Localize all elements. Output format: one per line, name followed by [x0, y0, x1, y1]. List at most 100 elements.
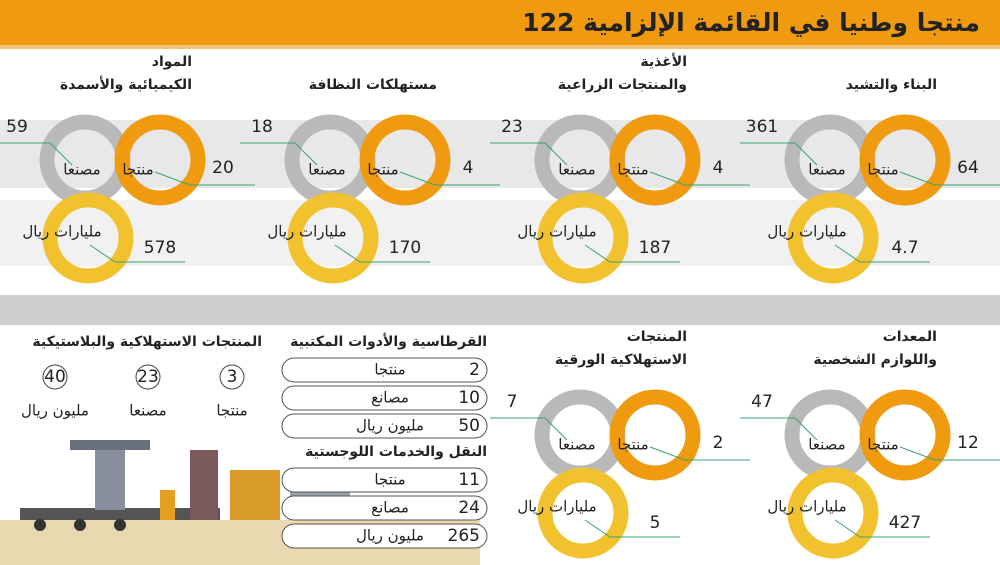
- products-label: منتجا: [122, 161, 153, 179]
- ring-sales: [537, 192, 629, 284]
- summary-value: 23: [137, 367, 159, 387]
- leader: [0, 142, 73, 166]
- leader: [834, 244, 930, 263]
- sector-title: المعدات: [883, 329, 937, 345]
- products-value: 12: [957, 433, 979, 453]
- row-value: 10: [458, 388, 480, 408]
- products-value: 2: [713, 433, 724, 453]
- leader: [490, 142, 568, 166]
- products-label: منتجا: [617, 161, 648, 179]
- ring-products: [609, 389, 701, 481]
- row-value: 24: [458, 498, 480, 518]
- products-label: منتجا: [867, 161, 898, 179]
- row-value: 11: [458, 470, 480, 490]
- sales-value: 4.7: [891, 238, 918, 258]
- summary-label: منتجا: [216, 402, 247, 420]
- sales-label: مليارات ريال: [767, 498, 846, 516]
- leader: [834, 519, 930, 538]
- sales-label: مليارات ريال: [22, 223, 101, 241]
- value-circle: [42, 364, 68, 390]
- list-row: [281, 495, 488, 521]
- factories-label: مصنعا: [558, 161, 595, 179]
- sales-label: مليارات ريال: [517, 223, 596, 241]
- leader: [740, 417, 818, 441]
- summary-label: مصنعا: [129, 402, 166, 420]
- summary-value: 3: [227, 367, 238, 387]
- leader: [240, 142, 318, 166]
- ring-sales: [287, 192, 379, 284]
- ring-sales: [787, 467, 879, 559]
- factories-value: 47: [751, 392, 773, 412]
- products-label: منتجا: [367, 161, 398, 179]
- sales-value: 170: [389, 238, 421, 258]
- factories-label: مصنعا: [808, 161, 845, 179]
- row-label: مصانع: [371, 389, 409, 407]
- row-value: 2: [469, 360, 480, 380]
- list-row: [281, 467, 488, 493]
- factories-value: 361: [746, 117, 778, 137]
- products-value: 20: [212, 158, 234, 178]
- factories-label: مصنعا: [63, 161, 100, 179]
- ring-products: [859, 389, 951, 481]
- ring-sales: [42, 192, 134, 284]
- sector-title: مستهلكات النظافة: [309, 77, 437, 93]
- leader: [899, 446, 1000, 461]
- products-value: 4: [463, 158, 474, 178]
- ring-products: [609, 114, 701, 206]
- leader: [740, 142, 818, 166]
- leader: [334, 244, 430, 263]
- products-label: منتجا: [867, 436, 898, 454]
- leader: [154, 171, 255, 186]
- sales-value: 578: [144, 238, 176, 258]
- ring-products: [114, 114, 206, 206]
- sales-label: مليارات ريال: [517, 498, 596, 516]
- leader: [89, 244, 185, 263]
- factories-value: 7: [507, 392, 518, 412]
- list-row: [281, 523, 488, 549]
- row-label: مليون ريال: [356, 527, 424, 545]
- summary-title: المنتجات الاستهلاكية والبلاستيكية: [32, 334, 262, 350]
- ring-sales: [537, 467, 629, 559]
- sector-title: الكيميائية والأسمدة: [60, 76, 192, 93]
- sales-value: 187: [639, 238, 671, 258]
- list-row: [281, 413, 488, 439]
- ring-sales: [787, 192, 879, 284]
- row-value: 50: [458, 416, 480, 436]
- band: [0, 200, 1000, 266]
- value-circle: [135, 364, 161, 390]
- title: 122 منتجا وطنيا في القائمة الإلزامية: [522, 8, 980, 38]
- header-rule: [0, 45, 1000, 49]
- factories-value: 23: [501, 117, 523, 137]
- products-value: 64: [957, 158, 979, 178]
- sector-title: المواد: [152, 54, 192, 70]
- ring-products: [859, 114, 951, 206]
- leader: [584, 519, 680, 538]
- row-label: منتجا: [374, 361, 405, 379]
- sales-label: مليارات ريال: [267, 223, 346, 241]
- list-row: [281, 357, 488, 383]
- sector-title: الاستهلاكية الورقية: [555, 352, 687, 368]
- products-label: منتجا: [617, 436, 648, 454]
- factories-value: 59: [6, 117, 28, 137]
- header-bar: [0, 0, 1000, 45]
- sector-title: واللوازم الشخصية: [813, 352, 937, 368]
- leader: [490, 417, 568, 441]
- summary-label: مليون ريال: [21, 402, 89, 420]
- products-value: 4: [713, 158, 724, 178]
- value-circle: [219, 364, 245, 390]
- factories-label: مصنعا: [308, 161, 345, 179]
- summary-value: 40: [44, 367, 66, 387]
- sector-title: المنتجات: [627, 329, 687, 345]
- list-row: [281, 385, 488, 411]
- sector-title: البناء والتشيد: [846, 77, 937, 93]
- sales-value: 5: [650, 513, 661, 533]
- leader: [584, 244, 680, 263]
- sales-value: 427: [889, 513, 921, 533]
- leader: [899, 171, 1000, 186]
- list-title: القرطاسية والأدوات المكتبية: [290, 333, 487, 350]
- row-label: منتجا: [374, 471, 405, 489]
- separator: [0, 295, 1000, 325]
- sector-title: والمنتجات الزراعية: [558, 77, 687, 93]
- sales-label: مليارات ريال: [767, 223, 846, 241]
